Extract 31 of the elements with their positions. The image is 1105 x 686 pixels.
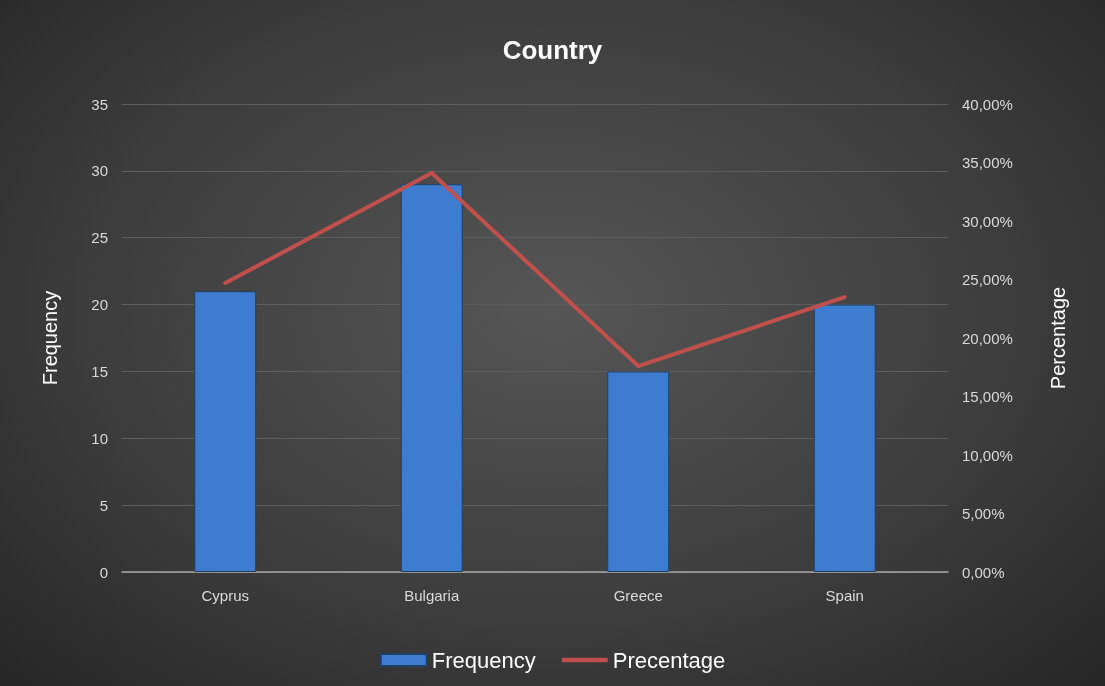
- legend-label: Precentage: [612, 647, 726, 673]
- y-tick-label: 30: [91, 162, 108, 180]
- x-tick-label: Spain: [825, 587, 864, 604]
- y2-tick-label: 20,00%: [962, 329, 1013, 347]
- x-tick-label: Greece: [613, 587, 663, 604]
- x-tick-label: Bulgaria: [404, 587, 460, 604]
- chart-title: Country: [502, 35, 603, 65]
- y-tick-label: 35: [91, 95, 108, 113]
- y2-tick-label: 5,00%: [962, 505, 1005, 522]
- bar: [400, 184, 463, 572]
- y-tick-label: 20: [91, 296, 108, 314]
- y2-axis-title: Percentage: [1047, 286, 1069, 390]
- y2-tick-label: 35,00%: [962, 154, 1013, 171]
- y2-tick-label: 10,00%: [962, 446, 1013, 464]
- y2-tick-label: 30,00%: [962, 212, 1013, 230]
- y-tick-label: 10: [91, 429, 108, 447]
- y-tick-label: 5: [99, 496, 108, 514]
- bar: [194, 291, 257, 572]
- y2-tick-label: 25,00%: [962, 271, 1013, 288]
- x-tick-label: Cyprus: [201, 587, 250, 604]
- y2-tick-label: 40,00%: [962, 95, 1013, 113]
- y-axis-title: Frequency: [39, 290, 61, 386]
- y-tick-label: 25: [91, 229, 108, 247]
- y-tick-label: 0: [99, 563, 108, 581]
- y2-tick-label: 0,00%: [962, 563, 1005, 581]
- y2-tick-label: 15,00%: [962, 388, 1013, 405]
- bar: [813, 304, 876, 572]
- legend-label: Frequency: [431, 647, 536, 673]
- y-tick-label: 15: [91, 362, 108, 380]
- line-series: [223, 171, 847, 369]
- bar: [607, 371, 670, 572]
